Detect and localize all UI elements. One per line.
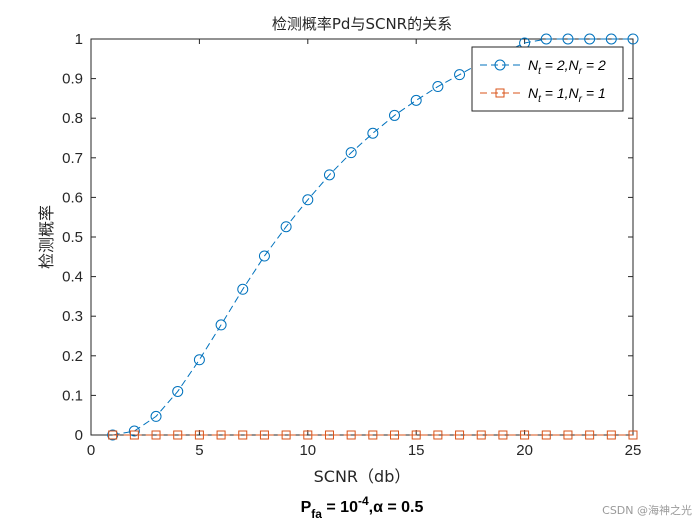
legend-box: [471, 46, 624, 112]
y-tick-label: 0.8: [62, 110, 83, 127]
data-point: [151, 430, 161, 440]
data-point: [367, 127, 379, 139]
data-point: [498, 430, 508, 440]
legend-label-part: r: [579, 94, 583, 105]
data-point: [476, 430, 486, 440]
data-point: [280, 221, 292, 233]
data-point: [216, 430, 226, 440]
data-point: [390, 430, 400, 440]
series-layer: [107, 33, 639, 441]
y-axis-label: 检测概率: [37, 205, 56, 269]
y-tick-label: 0: [75, 427, 83, 444]
data-point: [302, 194, 314, 206]
ticks: 0 5 10 15 20 25 0 0.1 0.2 0.3 0.4 0.5 0.6 0.7 0.8 0.9 1: [62, 31, 641, 459]
bottom-fa-subscript: fa: [311, 507, 322, 521]
legend: Nt = 2,Nr = 2Nt = 1,Nr = 1: [471, 46, 624, 112]
bottom-equals: = 10: [322, 499, 358, 516]
x-tick-label: 0: [87, 442, 95, 459]
data-point: [389, 109, 401, 121]
data-point: [455, 430, 465, 440]
data-point: [562, 33, 574, 45]
x-tick-label: 5: [195, 442, 203, 459]
legend-label-part: N: [528, 85, 539, 101]
legend-marker: [495, 88, 505, 98]
data-point: [606, 430, 616, 440]
series-2: [108, 430, 638, 440]
data-point: [150, 410, 162, 422]
data-point: [585, 430, 595, 440]
data-point: [563, 430, 573, 440]
bottom-alpha: ,α = 0.5: [369, 499, 424, 516]
legend-entry-2: Nt = 1,Nr = 1: [480, 85, 606, 105]
data-point: [345, 147, 357, 159]
data-point: [541, 430, 551, 440]
legend-label-part: = 2: [582, 57, 606, 73]
chart-title: 检测概率Pd与SCNR的关系: [272, 15, 452, 33]
bottom-exponent: -4: [358, 494, 369, 508]
data-point: [368, 430, 378, 440]
data-point: [627, 33, 639, 45]
y-tick-label: 0.7: [62, 150, 83, 167]
legend-label-part: t: [538, 94, 542, 105]
data-point: [237, 283, 249, 295]
legend-marker: [494, 59, 506, 71]
data-point: [628, 430, 638, 440]
data-point: [520, 430, 530, 440]
data-point: [172, 385, 184, 397]
legend-label: Nt = 1,Nr = 1: [528, 85, 606, 105]
y-tick-label: 0.9: [62, 71, 83, 88]
data-point: [540, 33, 552, 45]
data-point: [281, 430, 291, 440]
data-point: [128, 425, 140, 437]
data-point: [303, 430, 313, 440]
watermark: CSDN @海神之光: [602, 503, 692, 517]
data-point: [411, 430, 421, 440]
bottom-annotation: Pfa = 10-4,α = 0.5: [301, 494, 424, 521]
x-tick-label: 20: [516, 442, 533, 459]
legend-label: Nt = 2,Nr = 2: [528, 57, 606, 77]
data-point: [324, 430, 334, 440]
data-point: [258, 250, 270, 262]
data-point: [215, 319, 227, 331]
series-line: [112, 38, 633, 436]
legend-entry-1: Nt = 2,Nr = 2: [480, 57, 606, 77]
data-point: [259, 430, 269, 440]
data-point: [432, 81, 444, 93]
legend-label-part: = 2,N: [541, 57, 580, 73]
y-tick-label: 0.3: [62, 308, 83, 325]
legend-label-part: = 1,N: [541, 85, 580, 101]
x-tick-label: 25: [625, 442, 642, 459]
data-point: [173, 430, 183, 440]
data-point: [454, 69, 466, 81]
legend-label-part: = 1: [582, 85, 606, 101]
data-point: [323, 169, 335, 181]
y-tick-label: 0.1: [62, 387, 83, 404]
x-axis-label: SCNR（db）: [314, 467, 411, 486]
data-point: [584, 33, 596, 45]
bottom-p: P: [301, 499, 312, 516]
data-point: [346, 430, 356, 440]
y-tick-label: 0.6: [62, 189, 83, 206]
data-point: [433, 430, 443, 440]
legend-label-part: N: [528, 57, 539, 73]
data-point: [410, 94, 422, 106]
y-tick-label: 0.2: [62, 348, 83, 365]
x-tick-label: 10: [299, 442, 316, 459]
data-point: [238, 430, 248, 440]
y-tick-label: 0.4: [62, 269, 83, 286]
data-point: [194, 430, 204, 440]
y-tick-label: 0.5: [62, 229, 83, 246]
y-tick-label: 1: [75, 31, 83, 48]
legend-label-part: t: [538, 66, 542, 77]
x-tick-label: 15: [408, 442, 425, 459]
data-point: [108, 430, 118, 440]
data-point: [129, 430, 139, 440]
data-point: [193, 354, 205, 366]
data-point: [605, 33, 617, 45]
legend-label-part: r: [579, 66, 583, 77]
